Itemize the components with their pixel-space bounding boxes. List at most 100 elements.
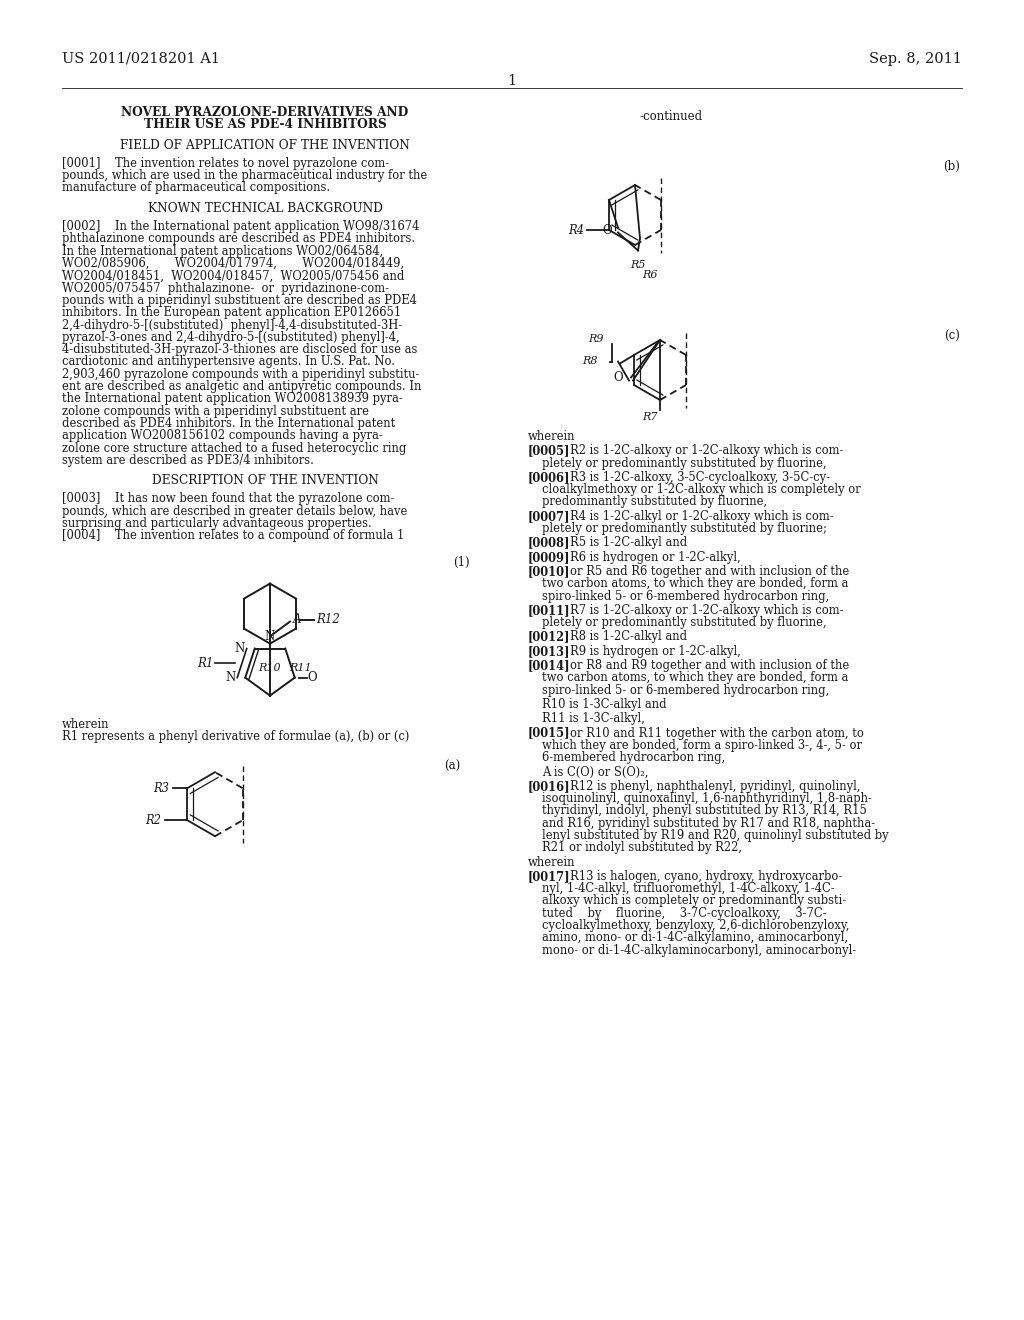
Text: R21 or indolyl substituted by R22,: R21 or indolyl substituted by R22, bbox=[542, 841, 742, 854]
Text: R6: R6 bbox=[642, 271, 657, 281]
Text: two carbon atoms, to which they are bonded, form a: two carbon atoms, to which they are bond… bbox=[542, 577, 848, 590]
Text: cycloalkylmethoxy, benzyloxy, 2,6-dichlorobenzyloxy,: cycloalkylmethoxy, benzyloxy, 2,6-dichlo… bbox=[542, 919, 850, 932]
Text: pletely or predominantly substituted by fluorine;: pletely or predominantly substituted by … bbox=[542, 523, 826, 535]
Text: 6-membered hydrocarbon ring,: 6-membered hydrocarbon ring, bbox=[542, 751, 725, 764]
Text: NOVEL PYRAZOLONE-DERIVATIVES AND: NOVEL PYRAZOLONE-DERIVATIVES AND bbox=[122, 106, 409, 119]
Text: R2: R2 bbox=[145, 813, 162, 826]
Text: O: O bbox=[308, 671, 317, 684]
Text: [0012]: [0012] bbox=[528, 631, 570, 643]
Text: R9 is hydrogen or 1-2C-alkyl,: R9 is hydrogen or 1-2C-alkyl, bbox=[570, 644, 741, 657]
Text: O: O bbox=[613, 371, 623, 384]
Text: 4-disubstituted-3H-pyrazol-3-thiones are disclosed for use as: 4-disubstituted-3H-pyrazol-3-thiones are… bbox=[62, 343, 418, 356]
Text: WO2004/018451,  WO2004/018457,  WO2005/075456 and: WO2004/018451, WO2004/018457, WO2005/075… bbox=[62, 269, 404, 282]
Text: DESCRIPTION OF THE INVENTION: DESCRIPTION OF THE INVENTION bbox=[152, 474, 379, 487]
Text: and R16, pyridinyl substituted by R17 and R18, naphtha-: and R16, pyridinyl substituted by R17 an… bbox=[542, 817, 876, 830]
Text: or R5 and R6 together and with inclusion of the: or R5 and R6 together and with inclusion… bbox=[570, 565, 849, 578]
Text: R11: R11 bbox=[290, 663, 312, 673]
Text: cardiotonic and antihypertensive agents. In U.S. Pat. No.: cardiotonic and antihypertensive agents.… bbox=[62, 355, 395, 368]
Text: R6 is hydrogen or 1-2C-alkyl,: R6 is hydrogen or 1-2C-alkyl, bbox=[570, 550, 740, 564]
Text: pyrazol-3-ones and 2,4-dihydro-5-[(substituted) phenyl]-4,: pyrazol-3-ones and 2,4-dihydro-5-[(subst… bbox=[62, 331, 399, 343]
Text: R3 is 1-2C-alkoxy, 3-5C-cycloalkoxy, 3-5C-cy-: R3 is 1-2C-alkoxy, 3-5C-cycloalkoxy, 3-5… bbox=[570, 471, 830, 484]
Text: [0005]: [0005] bbox=[528, 445, 570, 457]
Text: wherein: wherein bbox=[62, 718, 110, 730]
Text: alkoxy which is completely or predominantly substi-: alkoxy which is completely or predominan… bbox=[542, 895, 846, 907]
Text: R7 is 1-2C-alkoxy or 1-2C-alkoxy which is com-: R7 is 1-2C-alkoxy or 1-2C-alkoxy which i… bbox=[570, 603, 844, 616]
Text: N: N bbox=[265, 630, 275, 643]
Text: zolone core structure attached to a fused heterocyclic ring: zolone core structure attached to a fuse… bbox=[62, 441, 407, 454]
Text: R11 is 1-3C-alkyl,: R11 is 1-3C-alkyl, bbox=[542, 713, 645, 725]
Text: the International patent application WO2008138939 pyra-: the International patent application WO2… bbox=[62, 392, 402, 405]
Text: spiro-linked 5- or 6-membered hydrocarbon ring,: spiro-linked 5- or 6-membered hydrocarbo… bbox=[542, 684, 829, 697]
Text: WO2005/075457  phthalazinone-  or  pyridazinone-com-: WO2005/075457 phthalazinone- or pyridazi… bbox=[62, 281, 389, 294]
Text: Sep. 8, 2011: Sep. 8, 2011 bbox=[869, 51, 962, 66]
Text: inhibitors. In the European patent application EP0126651: inhibitors. In the European patent appli… bbox=[62, 306, 401, 319]
Text: zolone compounds with a piperidinyl substituent are: zolone compounds with a piperidinyl subs… bbox=[62, 405, 369, 417]
Text: A: A bbox=[293, 612, 301, 626]
Text: [0015]: [0015] bbox=[528, 726, 570, 739]
Text: pounds, which are used in the pharmaceutical industry for the: pounds, which are used in the pharmaceut… bbox=[62, 169, 427, 182]
Text: THEIR USE AS PDE-4 INHIBITORS: THEIR USE AS PDE-4 INHIBITORS bbox=[143, 119, 386, 131]
Text: [0010]: [0010] bbox=[528, 565, 570, 578]
Text: R9: R9 bbox=[589, 334, 604, 345]
Text: (1): (1) bbox=[454, 556, 470, 569]
Text: pounds, which are described in greater details below, have: pounds, which are described in greater d… bbox=[62, 504, 408, 517]
Text: [0001]    The invention relates to novel pyrazolone com-: [0001] The invention relates to novel py… bbox=[62, 157, 389, 170]
Text: R7: R7 bbox=[642, 412, 657, 422]
Text: R8: R8 bbox=[583, 356, 598, 367]
Text: nyl, 1-4C-alkyl, trifluoromethyl, 1-4C-alkoxy, 1-4C-: nyl, 1-4C-alkyl, trifluoromethyl, 1-4C-a… bbox=[542, 882, 835, 895]
Text: (c): (c) bbox=[944, 330, 961, 343]
Text: [0004]    The invention relates to a compound of formula 1: [0004] The invention relates to a compou… bbox=[62, 529, 404, 543]
Text: [0002]    In the International patent application WO98/31674: [0002] In the International patent appli… bbox=[62, 220, 420, 234]
Text: amino, mono- or di-1-4C-alkylamino, aminocarbonyl,: amino, mono- or di-1-4C-alkylamino, amin… bbox=[542, 932, 848, 944]
Text: [0016]: [0016] bbox=[528, 780, 570, 793]
Text: application WO2008156102 compounds having a pyra-: application WO2008156102 compounds havin… bbox=[62, 429, 383, 442]
Text: mono- or di-1-4C-alkylaminocarbonyl, aminocarbonyl-: mono- or di-1-4C-alkylaminocarbonyl, ami… bbox=[542, 944, 856, 957]
Text: predominantly substituted by fluorine,: predominantly substituted by fluorine, bbox=[542, 495, 767, 508]
Text: [0011]: [0011] bbox=[528, 603, 570, 616]
Text: A is C(O) or S(O)₂,: A is C(O) or S(O)₂, bbox=[542, 766, 648, 779]
Text: (a): (a) bbox=[443, 760, 460, 774]
Text: R5: R5 bbox=[630, 260, 645, 271]
Text: [0014]: [0014] bbox=[528, 659, 570, 672]
Text: R10 is 1-3C-alkyl and: R10 is 1-3C-alkyl and bbox=[542, 698, 667, 711]
Text: pounds with a piperidinyl substituent are described as PDE4: pounds with a piperidinyl substituent ar… bbox=[62, 294, 417, 308]
Text: two carbon atoms, to which they are bonded, form a: two carbon atoms, to which they are bond… bbox=[542, 672, 848, 684]
Text: N: N bbox=[225, 671, 236, 684]
Text: [0007]: [0007] bbox=[528, 510, 570, 523]
Text: or R8 and R9 together and with inclusion of the: or R8 and R9 together and with inclusion… bbox=[570, 659, 849, 672]
Text: wherein: wherein bbox=[528, 430, 575, 444]
Text: phthalazinone compounds are described as PDE4 inhibitors.: phthalazinone compounds are described as… bbox=[62, 232, 415, 246]
Text: [0009]: [0009] bbox=[528, 550, 570, 564]
Text: thyridinyl, indolyl, phenyl substituted by R13, R14, R15: thyridinyl, indolyl, phenyl substituted … bbox=[542, 804, 867, 817]
Text: R3: R3 bbox=[154, 781, 169, 795]
Text: R8 is 1-2C-alkyl and: R8 is 1-2C-alkyl and bbox=[570, 631, 687, 643]
Text: R13 is halogen, cyano, hydroxy, hydroxycarbo-: R13 is halogen, cyano, hydroxy, hydroxyc… bbox=[570, 870, 843, 883]
Text: R5 is 1-2C-alkyl and: R5 is 1-2C-alkyl and bbox=[570, 536, 687, 549]
Text: R4 is 1-2C-alkyl or 1-2C-alkoxy which is com-: R4 is 1-2C-alkyl or 1-2C-alkoxy which is… bbox=[570, 510, 834, 523]
Text: 2,4-dihydro-5-[(substituted)  phenyl]-4,4-disubstituted-3H-: 2,4-dihydro-5-[(substituted) phenyl]-4,4… bbox=[62, 318, 402, 331]
Text: pletely or predominantly substituted by fluorine,: pletely or predominantly substituted by … bbox=[542, 616, 826, 630]
Text: N: N bbox=[234, 642, 245, 655]
Text: FIELD OF APPLICATION OF THE INVENTION: FIELD OF APPLICATION OF THE INVENTION bbox=[120, 139, 410, 152]
Text: system are described as PDE3/4 inhibitors.: system are described as PDE3/4 inhibitor… bbox=[62, 454, 314, 467]
Text: [0003]    It has now been found that the pyrazolone com-: [0003] It has now been found that the py… bbox=[62, 492, 394, 506]
Text: US 2011/0218201 A1: US 2011/0218201 A1 bbox=[62, 51, 220, 66]
Text: R1 represents a phenyl derivative of formulae (a), (b) or (c): R1 represents a phenyl derivative of for… bbox=[62, 730, 410, 743]
Text: [0013]: [0013] bbox=[528, 644, 570, 657]
Text: 1: 1 bbox=[508, 74, 516, 88]
Text: WO02/085906,       WO2004/017974,       WO2004/018449,: WO02/085906, WO2004/017974, WO2004/01844… bbox=[62, 257, 404, 271]
Text: R4: R4 bbox=[568, 223, 584, 236]
Text: lenyl substituted by R19 and R20, quinolinyl substituted by: lenyl substituted by R19 and R20, quinol… bbox=[542, 829, 889, 842]
Text: 2,903,460 pyrazolone compounds with a piperidinyl substitu-: 2,903,460 pyrazolone compounds with a pi… bbox=[62, 368, 420, 380]
Text: isoquinolinyl, quinoxalinyl, 1,6-naphthyridinyl, 1,8-naph-: isoquinolinyl, quinoxalinyl, 1,6-naphthy… bbox=[542, 792, 871, 805]
Text: tuted    by    fluorine,    3-7C-cycloalkoxy,    3-7C-: tuted by fluorine, 3-7C-cycloalkoxy, 3-7… bbox=[542, 907, 826, 920]
Text: wherein: wherein bbox=[528, 855, 575, 869]
Text: KNOWN TECHNICAL BACKGROUND: KNOWN TECHNICAL BACKGROUND bbox=[147, 202, 383, 215]
Text: or R10 and R11 together with the carbon atom, to: or R10 and R11 together with the carbon … bbox=[570, 726, 864, 739]
Text: [0017]: [0017] bbox=[528, 870, 570, 883]
Text: R1: R1 bbox=[197, 656, 213, 669]
Text: In the International patent applications WO02/064584,: In the International patent applications… bbox=[62, 244, 383, 257]
Text: pletely or predominantly substituted by fluorine,: pletely or predominantly substituted by … bbox=[542, 457, 826, 470]
Text: spiro-linked 5- or 6-membered hydrocarbon ring,: spiro-linked 5- or 6-membered hydrocarbo… bbox=[542, 590, 829, 603]
Text: manufacture of pharmaceutical compositions.: manufacture of pharmaceutical compositio… bbox=[62, 181, 330, 194]
